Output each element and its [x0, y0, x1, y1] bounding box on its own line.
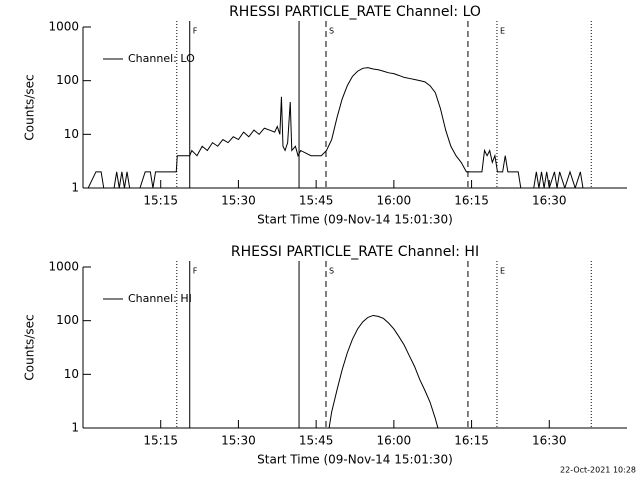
legend-label: Channel: LO [128, 52, 195, 65]
y-tick-label: 1 [71, 421, 79, 435]
x-tick-label: 16:15 [454, 194, 489, 208]
y-tick-label: 100 [56, 313, 79, 327]
x-tick-label: 16:30 [532, 434, 567, 448]
x-tick-label: 15:15 [143, 194, 178, 208]
y-tick-label: 1 [71, 181, 79, 195]
y-tick-label: 10 [64, 367, 79, 381]
x-tick-label: 16:00 [377, 194, 412, 208]
y-tick-label: 100 [56, 73, 79, 87]
data-line [328, 314, 439, 428]
chart-title: RHESSI PARTICLE_RATE Channel: HI [231, 244, 479, 260]
y-tick-label: 1000 [48, 20, 79, 34]
legend-label: Channel: HI [128, 292, 192, 305]
event-label: E [500, 267, 505, 276]
x-tick-label: 15:30 [221, 434, 256, 448]
x-tick-label: 15:45 [299, 434, 334, 448]
x-tick-label: 15:45 [299, 194, 334, 208]
event-label: S [329, 267, 334, 276]
data-line [83, 67, 627, 188]
x-tick-label: 16:30 [532, 194, 567, 208]
x-tick-label: 16:15 [454, 434, 489, 448]
event-label: F [193, 27, 198, 36]
event-label: E [500, 27, 505, 36]
x-tick-label: 15:30 [221, 194, 256, 208]
event-label: S [329, 27, 334, 36]
y-tick-label: 1000 [48, 260, 79, 274]
x-tick-label: 15:15 [143, 434, 178, 448]
y-axis-label: Counts/sec [23, 314, 37, 380]
y-tick-label: 10 [64, 127, 79, 141]
event-label: F [193, 267, 198, 276]
x-tick-label: 16:00 [377, 434, 412, 448]
x-axis-label: Start Time (09-Nov-14 15:01:30) [257, 213, 453, 227]
x-axis-label: Start Time (09-Nov-14 15:01:30) [257, 453, 453, 467]
y-axis-label: Counts/sec [23, 74, 37, 140]
footer: 22-Oct-2021 10:28 [560, 466, 636, 475]
chart-title: RHESSI PARTICLE_RATE Channel: LO [229, 4, 481, 20]
